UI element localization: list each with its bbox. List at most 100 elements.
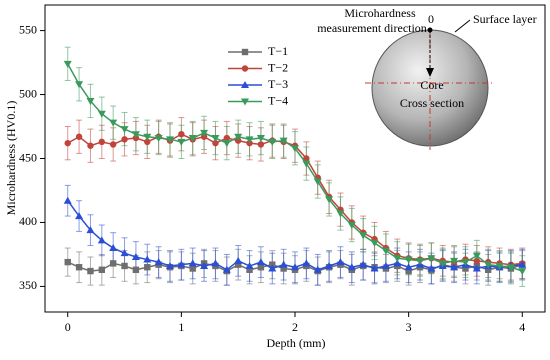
marker <box>484 261 493 269</box>
marker <box>370 239 379 247</box>
marker <box>359 260 368 268</box>
marker <box>246 266 253 273</box>
y-tick-label: 450 <box>19 150 37 164</box>
marker <box>438 260 447 268</box>
arrow-head <box>426 68 434 77</box>
x-tick-label: 0 <box>65 320 71 334</box>
marker <box>241 48 249 56</box>
origin-dot <box>427 27 433 33</box>
marker <box>87 267 94 275</box>
marker <box>462 265 469 272</box>
marker <box>518 260 527 268</box>
marker <box>63 60 72 68</box>
marker <box>393 255 402 263</box>
marker <box>416 257 424 265</box>
x-tick-label: 2 <box>292 320 298 334</box>
marker <box>302 259 311 267</box>
marker <box>461 259 470 267</box>
marker <box>121 136 128 143</box>
marker <box>211 135 220 143</box>
marker <box>87 142 94 149</box>
marker <box>132 266 140 273</box>
marker <box>427 255 436 263</box>
marker <box>166 261 174 269</box>
marker <box>313 178 322 186</box>
marker <box>63 196 72 204</box>
marker <box>268 138 277 146</box>
legend-entry: T−3 <box>228 77 288 91</box>
x-axis-label: Depth (mm) <box>267 336 326 350</box>
marker <box>75 133 83 140</box>
marker <box>75 264 83 271</box>
marker <box>450 263 459 271</box>
marker <box>268 264 277 272</box>
marker <box>347 222 356 230</box>
marker <box>450 257 459 265</box>
marker <box>381 247 390 255</box>
marker <box>144 138 151 146</box>
marker <box>166 136 174 144</box>
inset-diagram: Microhardness measurement direction 0 Su… <box>317 6 537 150</box>
marker <box>109 119 118 127</box>
marker <box>109 141 117 148</box>
marker <box>234 256 243 264</box>
marker <box>381 261 390 269</box>
marker <box>302 160 311 168</box>
marker <box>120 249 129 257</box>
legend-label: T−2 <box>268 60 288 74</box>
marker <box>144 264 151 271</box>
marker <box>177 260 186 268</box>
annotation: Surface layer <box>473 12 537 26</box>
marker <box>177 138 186 146</box>
marker <box>370 264 379 272</box>
marker <box>291 263 299 271</box>
marker <box>86 97 95 105</box>
marker <box>472 252 481 260</box>
marker <box>336 210 345 218</box>
legend-entry: T−1 <box>228 44 288 58</box>
marker <box>245 261 254 269</box>
marker <box>188 259 197 267</box>
marker <box>325 261 334 269</box>
marker <box>427 264 436 272</box>
marker <box>257 264 265 271</box>
marker <box>188 135 197 143</box>
marker <box>291 145 299 153</box>
marker <box>178 130 185 138</box>
legend-label: T−3 <box>268 77 288 91</box>
marker <box>234 261 242 268</box>
marker <box>241 65 249 72</box>
marker <box>143 255 152 263</box>
marker <box>97 236 106 244</box>
legend-label: T−4 <box>268 93 288 107</box>
y-tick-label: 500 <box>19 86 37 100</box>
marker <box>347 263 356 271</box>
marker <box>143 133 152 141</box>
leader-line <box>454 19 471 33</box>
marker <box>64 139 71 147</box>
marker <box>131 252 140 260</box>
legend-entry: T−4 <box>228 93 288 107</box>
marker <box>256 135 265 143</box>
marker <box>121 262 128 270</box>
marker <box>109 244 118 252</box>
y-tick-label: 350 <box>19 278 37 292</box>
marker <box>245 136 254 144</box>
y-tick-label: 550 <box>19 22 37 36</box>
x-tick-label: 1 <box>178 320 184 334</box>
y-axis-label: Microhardness (HV0.1) <box>4 101 18 216</box>
marker <box>86 226 95 234</box>
annotation: measurement direction <box>317 21 427 35</box>
marker <box>212 139 219 147</box>
marker <box>109 260 117 267</box>
marker <box>325 196 334 204</box>
marker <box>279 260 288 268</box>
marker <box>75 81 84 89</box>
marker <box>313 265 322 273</box>
marker <box>405 267 412 275</box>
y-tick-label: 400 <box>19 214 37 228</box>
marker <box>154 258 163 266</box>
marker <box>506 264 515 272</box>
annotation: 0 <box>428 12 434 26</box>
marker <box>404 263 413 271</box>
